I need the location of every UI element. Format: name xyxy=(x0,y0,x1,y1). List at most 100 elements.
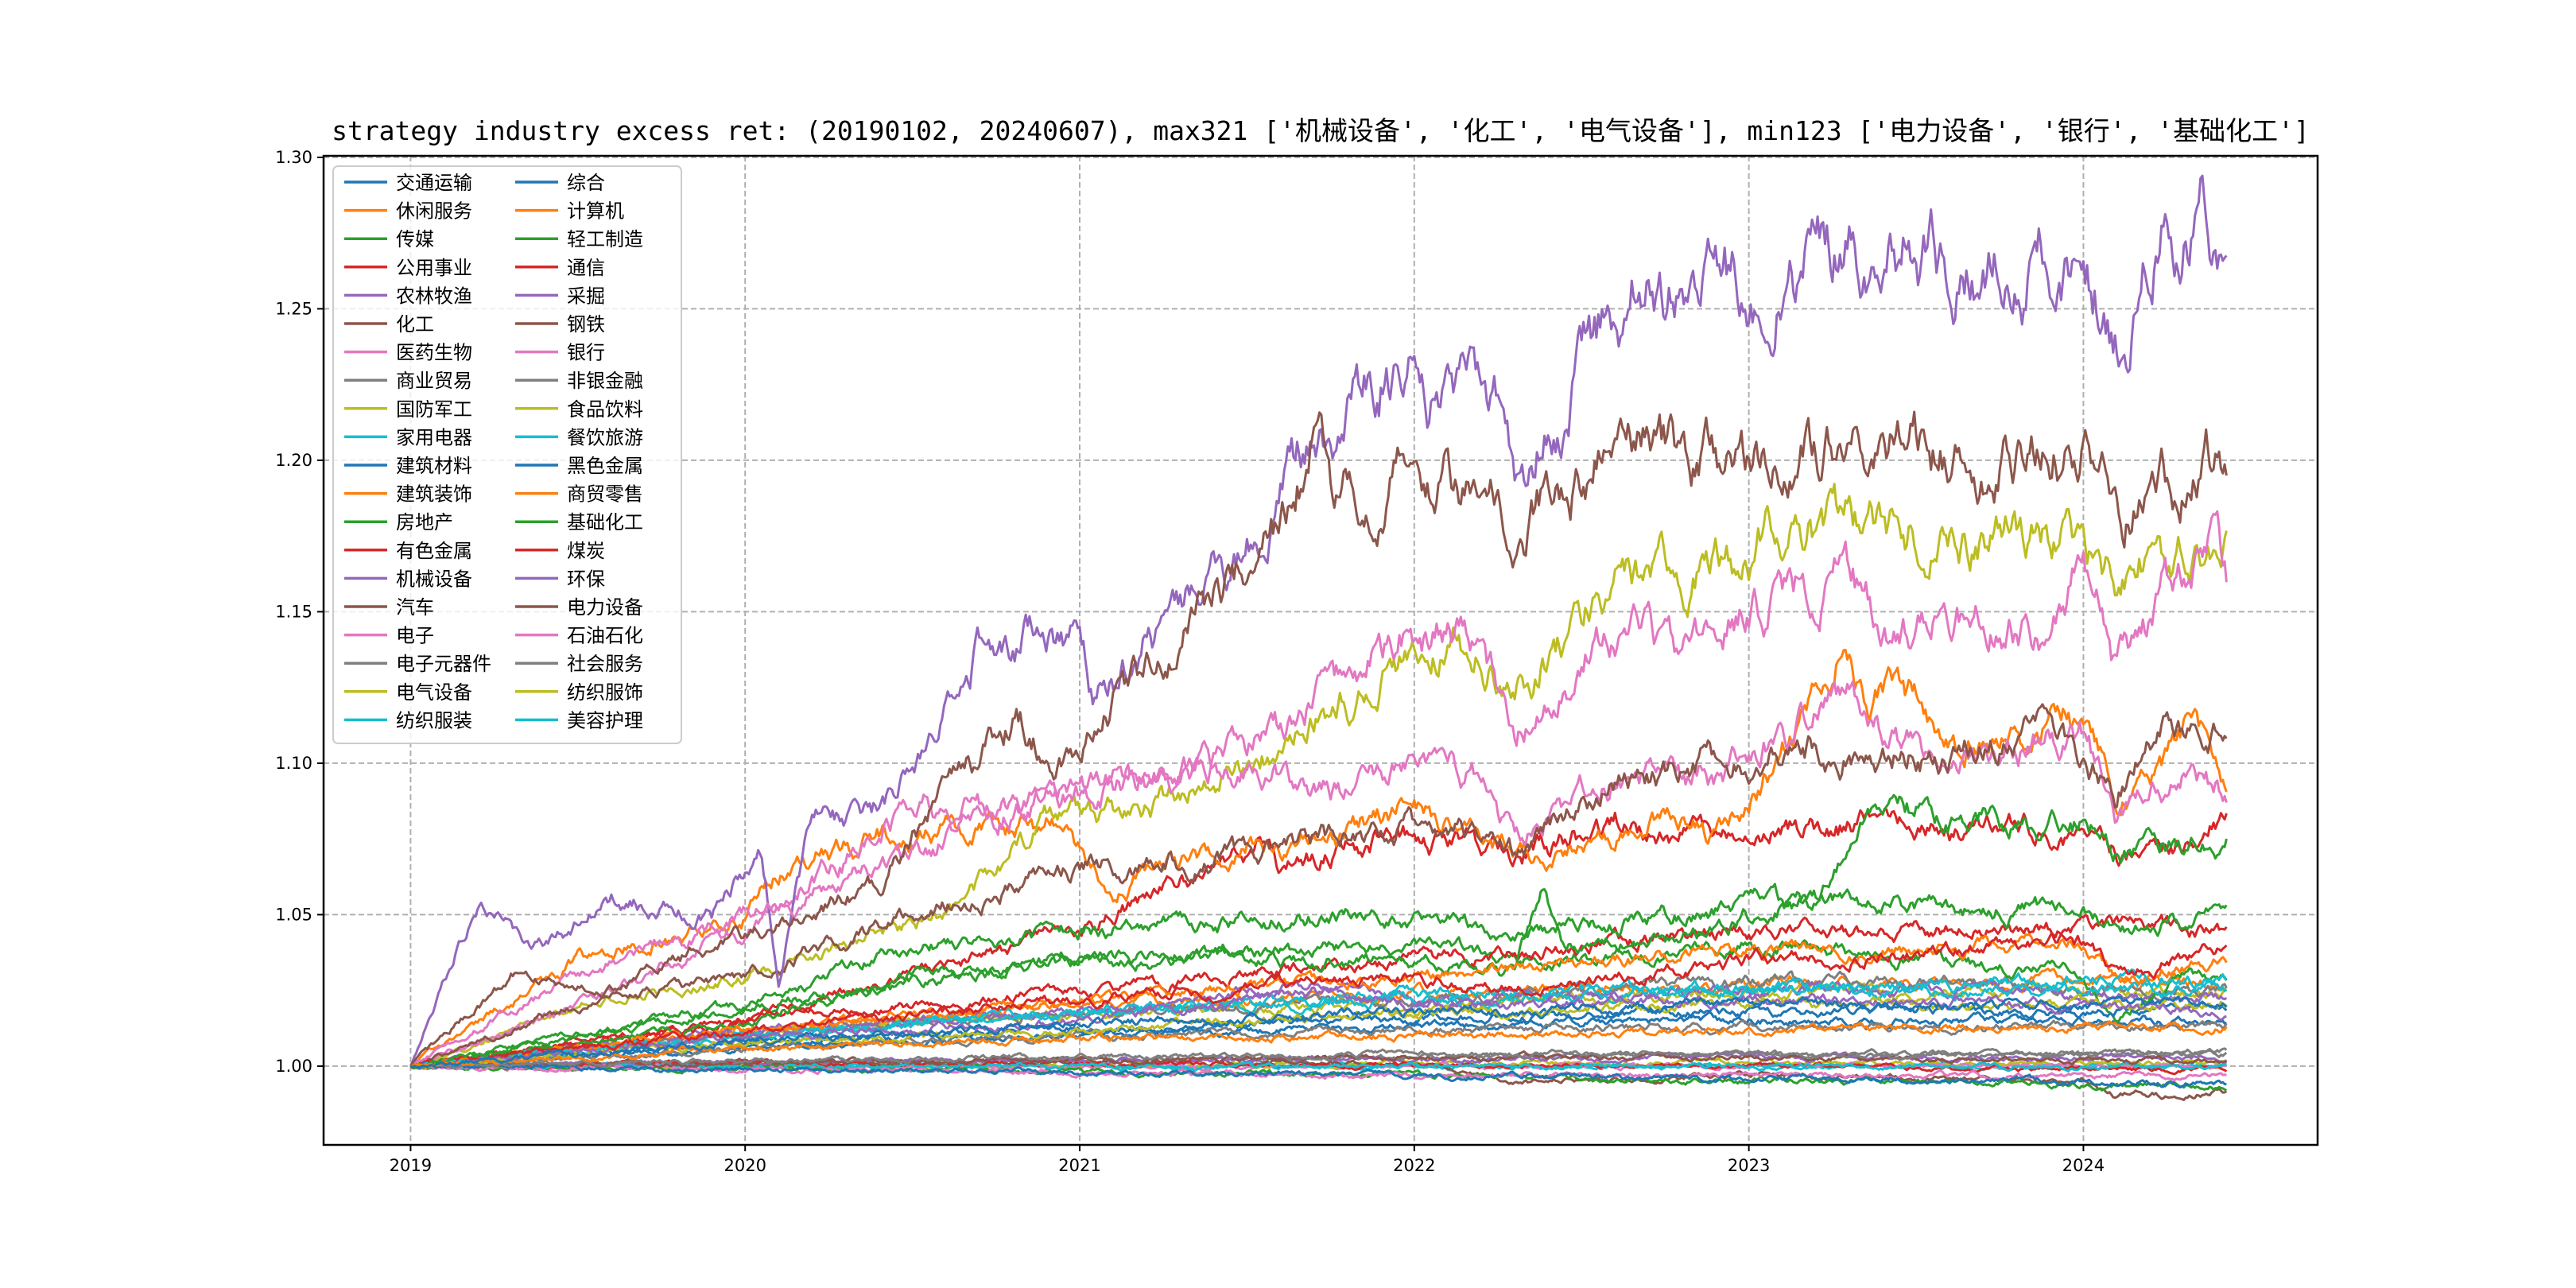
legend-item: 汽车 xyxy=(344,596,434,619)
legend-label: 商贸零售 xyxy=(567,483,643,506)
y-tick-label: 1.30 xyxy=(275,148,312,167)
legend-item: 交通运输 xyxy=(344,172,472,194)
series-line-医药生物 xyxy=(410,510,2228,1068)
legend-item: 纺织服装 xyxy=(344,709,472,731)
legend-item: 环保 xyxy=(515,568,605,590)
legend-item: 电气设备 xyxy=(344,681,472,704)
legend-item: 家用电器 xyxy=(344,426,472,448)
legend-label: 环保 xyxy=(567,568,605,590)
legend-label: 综合 xyxy=(567,172,605,194)
y-tick-label: 1.10 xyxy=(275,754,312,773)
legend-label: 建筑装饰 xyxy=(396,483,472,506)
legend-box xyxy=(332,165,682,744)
legend-item: 化工 xyxy=(344,313,434,336)
legend-item: 社会服务 xyxy=(515,653,643,675)
legend-label: 医药生物 xyxy=(396,342,472,364)
series-line-综合 xyxy=(409,1061,2227,1089)
legend-item: 商业贸易 xyxy=(344,370,472,392)
series-line-电子 xyxy=(409,680,2228,1068)
series-line-计算机 xyxy=(409,649,2228,1068)
x-tick-label: 2021 xyxy=(1058,1156,1100,1175)
series-line-公用事业 xyxy=(409,931,2228,1069)
series-line-传媒 xyxy=(409,883,2228,1069)
y-tick-label: 1.15 xyxy=(275,602,312,621)
series-lines xyxy=(409,174,2228,1101)
legend-item: 基础化工 xyxy=(515,511,643,533)
legend-label: 电气设备 xyxy=(396,681,472,704)
legend-item: 银行 xyxy=(515,342,605,364)
series-line-房地产 xyxy=(410,793,2228,1069)
x-tick-label: 2022 xyxy=(1393,1156,1435,1175)
x-tick-label: 2019 xyxy=(390,1156,432,1175)
legend-item: 纺织服饰 xyxy=(515,681,643,704)
legend-label: 农林牧渔 xyxy=(396,285,472,307)
x-tick-label: 2024 xyxy=(2062,1156,2105,1175)
legend-label: 商业贸易 xyxy=(396,370,472,392)
series-line-通信 xyxy=(409,807,2228,1068)
y-tick-label: 1.20 xyxy=(275,451,312,470)
legend-label: 社会服务 xyxy=(567,653,643,675)
legend-label: 化工 xyxy=(396,313,434,336)
series-line-化工 xyxy=(409,410,2228,1067)
legend-label: 休闲服务 xyxy=(396,200,472,223)
legend-item: 休闲服务 xyxy=(344,200,472,223)
axis-ticks: 2019 2020 2021 2022 2023 2024 1.00 1.05 1.10 1.15… xyxy=(275,148,2105,1175)
y-tick-label: 1.25 xyxy=(275,299,312,318)
legend-item: 电力设备 xyxy=(515,596,643,619)
legend-item: 综合 xyxy=(515,172,605,194)
legend-label: 美容护理 xyxy=(567,709,643,731)
legend-label: 房地产 xyxy=(396,511,453,533)
legend-item: 食品饮料 xyxy=(515,398,643,421)
y-tick-label: 1.00 xyxy=(275,1057,312,1076)
legend-item: 钢铁 xyxy=(515,313,605,336)
legend-label: 基础化工 xyxy=(567,511,643,533)
legend-item: 计算机 xyxy=(515,200,624,223)
chart-title: strategy industry excess ret: (20190102,… xyxy=(332,115,2310,146)
series-line-电子元器件 xyxy=(409,1019,2228,1069)
series-line-农林牧渔 xyxy=(410,986,2227,1068)
series-line-餐饮旅游 xyxy=(410,1061,2227,1073)
legend-label: 电力设备 xyxy=(567,596,643,619)
legend-label: 采掘 xyxy=(567,285,605,307)
legend-item: 美容护理 xyxy=(515,709,643,731)
legend-item: 建筑材料 xyxy=(344,455,472,477)
series-line-休闲服务 xyxy=(410,1020,2228,1068)
series-line-交通运输 xyxy=(409,995,2228,1069)
legend-label: 汽车 xyxy=(396,596,434,619)
legend-item: 电子 xyxy=(344,625,434,647)
legend-label: 食品饮料 xyxy=(567,398,643,421)
legend-item: 餐饮旅游 xyxy=(515,426,643,448)
legend-label: 建筑材料 xyxy=(396,455,472,477)
legend-item: 国防军工 xyxy=(344,398,472,421)
legend-item: 传媒 xyxy=(344,228,434,250)
legend-item: 煤炭 xyxy=(515,540,605,562)
legend-item: 黑色金属 xyxy=(515,455,643,477)
series-line-钢铁 xyxy=(409,1050,2227,1069)
legend-label: 纺织服饰 xyxy=(567,681,643,704)
y-tick-label: 1.05 xyxy=(275,905,312,924)
legend-label: 黑色金属 xyxy=(567,455,643,477)
legend-label: 轻工制造 xyxy=(567,228,643,250)
legend: 交通运输休闲服务传媒公用事业农林牧渔化工医药生物商业贸易国防军工家用电器建筑材料… xyxy=(332,165,682,744)
legend-label: 有色金属 xyxy=(396,540,472,562)
legend-item: 通信 xyxy=(515,257,605,279)
legend-item: 建筑装饰 xyxy=(344,483,472,506)
series-line-商业贸易 xyxy=(410,1047,2228,1070)
legend-item: 公用事业 xyxy=(344,257,472,279)
legend-label: 餐饮旅游 xyxy=(567,426,643,448)
legend-label: 非银金融 xyxy=(567,370,643,392)
series-line-电气设备 xyxy=(409,483,2228,1068)
x-tick-label: 2023 xyxy=(1728,1156,1770,1175)
legend-label: 电子 xyxy=(396,625,434,647)
legend-label: 计算机 xyxy=(567,200,624,223)
legend-label: 银行 xyxy=(567,342,605,364)
legend-label: 公用事业 xyxy=(396,257,472,279)
plot-frame xyxy=(322,154,2319,1146)
legend-item: 商贸零售 xyxy=(515,483,643,506)
series-line-汽车 xyxy=(409,703,2228,1068)
legend-label: 机械设备 xyxy=(396,568,472,590)
legend-item: 医药生物 xyxy=(344,342,472,364)
legend-item: 电子元器件 xyxy=(344,653,491,675)
legend-label: 煤炭 xyxy=(567,540,605,562)
